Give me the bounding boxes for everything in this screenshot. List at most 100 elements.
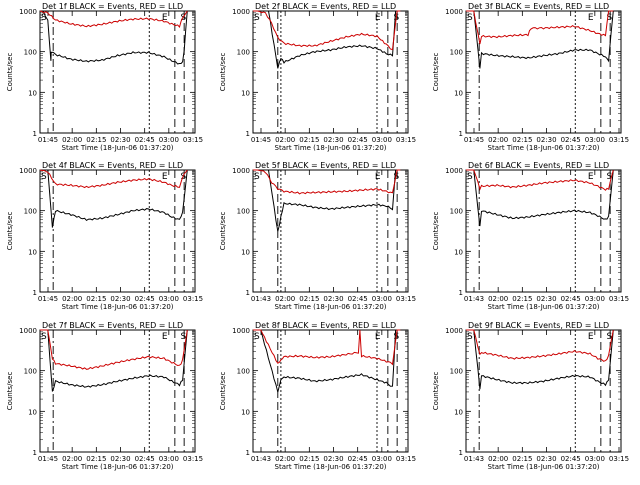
y-tick-label: 100 <box>24 49 37 57</box>
x-tick-label: 03:00 <box>585 136 605 144</box>
x-tick-label: 02:15 <box>512 455 532 463</box>
y-tick-label: 1 <box>33 130 37 138</box>
x-tick-label: 02:45 <box>135 295 155 303</box>
y-tick-label: 1 <box>246 130 250 138</box>
y-tick-label: 1 <box>459 289 463 297</box>
chart-panel-3: Det 3f BLACK = Events, RED = LLD 1 10 100 10… <box>432 2 629 152</box>
x-tick-label: 02:45 <box>561 136 581 144</box>
x-tick-label: 02:15 <box>86 136 106 144</box>
x-tick-label: 01:45 <box>251 136 271 144</box>
x-tick-label: 02:45 <box>348 455 368 463</box>
plot-frame <box>39 10 196 134</box>
y-tick-label: 1 <box>246 289 250 297</box>
y-tick-label: 1000 <box>445 167 463 175</box>
series-lld-line <box>466 169 614 191</box>
x-tick-label: 03:00 <box>585 455 605 463</box>
x-tick-label: 03:00 <box>159 136 179 144</box>
interval-marker-label: E <box>375 332 381 342</box>
y-tick-label: 10 <box>28 248 37 256</box>
y-axis-label: Counts/sec <box>6 53 14 92</box>
y-axis-label: Counts/sec <box>219 53 227 92</box>
x-tick-label: 02:30 <box>323 295 343 303</box>
chart-title: Det 5f BLACK = Events, RED = LLD <box>255 161 396 170</box>
x-tick-label: 03:15 <box>396 295 416 303</box>
y-tick-label: 10 <box>454 248 463 256</box>
series-events-line <box>40 10 188 65</box>
x-axis-label: Start Time (18-Jun-06 01:37:20) <box>488 463 600 471</box>
interval-marker-label: S <box>181 332 187 342</box>
plot-frame <box>465 329 622 453</box>
x-tick-label: 02:00 <box>62 455 82 463</box>
y-tick-label: 10 <box>241 248 250 256</box>
x-tick-label: 01:45 <box>38 295 58 303</box>
interval-marker-label: E <box>162 332 168 342</box>
x-tick-label: 03:15 <box>183 136 203 144</box>
x-axis-label: Start Time (18-Jun-06 01:37:20) <box>488 144 600 152</box>
chart-title: Det 7f BLACK = Events, RED = LLD <box>42 321 183 330</box>
y-tick-label: 1000 <box>232 327 250 335</box>
series-events-line <box>466 10 614 69</box>
y-axis-label: Counts/sec <box>432 53 440 92</box>
y-tick-label: 1000 <box>445 327 463 335</box>
y-tick-label: 1 <box>246 449 250 457</box>
series-events-line <box>253 169 401 232</box>
interval-marker-label: E <box>375 13 381 23</box>
y-tick-label: 1 <box>459 130 463 138</box>
x-tick-label: 03:00 <box>372 136 392 144</box>
chart-panel-2: Det 2f BLACK = Events, RED = LLD 1 10 100 10… <box>219 2 416 152</box>
plot-frame <box>252 10 409 134</box>
interval-marker-label: S <box>607 172 613 182</box>
x-tick-label: 02:30 <box>536 136 556 144</box>
x-tick-label: 02:00 <box>488 136 508 144</box>
series-lld-line <box>253 329 401 366</box>
interval-marker-label: S <box>41 172 47 182</box>
x-tick-label: 03:15 <box>609 136 629 144</box>
plot-frame <box>465 10 622 134</box>
interval-marker-label: S <box>467 332 473 342</box>
series-lld-line <box>466 10 614 45</box>
chart-panel-9: Det 9f BLACK = Events, RED = LLD 1 10 100 10… <box>432 321 629 471</box>
x-tick-label: 03:00 <box>585 295 605 303</box>
y-tick-label: 1000 <box>19 327 37 335</box>
y-tick-label: 1000 <box>19 167 37 175</box>
interval-marker-label: S <box>41 332 47 342</box>
chart-panel-8: Det 8f BLACK = Events, RED = LLD 1 10 100 10… <box>219 321 416 471</box>
y-axis-label: Counts/sec <box>432 212 440 251</box>
x-axis-label: Start Time (18-Jun-06 01:37:20) <box>488 303 600 311</box>
x-tick-label: 02:30 <box>110 295 130 303</box>
y-tick-label: 1000 <box>232 8 250 16</box>
x-tick-label: 02:00 <box>488 295 508 303</box>
y-tick-label: 100 <box>237 49 250 57</box>
x-tick-label: 02:00 <box>488 455 508 463</box>
x-tick-label: 02:00 <box>275 136 295 144</box>
y-tick-label: 1000 <box>19 8 37 16</box>
x-tick-label: 03:15 <box>183 295 203 303</box>
plot-frame <box>39 169 196 293</box>
y-tick-label: 10 <box>454 408 463 416</box>
x-tick-label: 01:43 <box>464 455 484 463</box>
chart-panel-1: Det 1f BLACK = Events, RED = LLD 1 10 100 10… <box>6 2 203 152</box>
y-tick-label: 10 <box>241 408 250 416</box>
x-axis-label: Start Time (18-Jun-06 01:37:20) <box>62 144 174 152</box>
interval-marker-label: S <box>467 172 473 182</box>
plot-frame <box>465 169 622 293</box>
series-lld-line <box>253 10 401 51</box>
x-tick-label: 02:45 <box>348 295 368 303</box>
y-axis-label: Counts/sec <box>432 372 440 411</box>
interval-marker-label: E <box>162 172 168 182</box>
y-tick-label: 1000 <box>232 167 250 175</box>
x-tick-label: 02:30 <box>110 136 130 144</box>
x-tick-label: 02:15 <box>299 295 319 303</box>
x-tick-label: 02:30 <box>323 136 343 144</box>
x-axis-label: Start Time (18-Jun-06 01:37:20) <box>62 303 174 311</box>
y-tick-label: 100 <box>237 368 250 376</box>
y-tick-label: 1 <box>33 289 37 297</box>
x-tick-label: 02:00 <box>275 455 295 463</box>
series-events-line <box>466 169 614 227</box>
y-tick-label: 1000 <box>445 8 463 16</box>
x-axis-label: Start Time (18-Jun-06 01:37:20) <box>62 463 174 471</box>
interval-marker-label: S <box>181 172 187 182</box>
chart-title: Det 9f BLACK = Events, RED = LLD <box>468 321 609 330</box>
chart-panel-5: Det 5f BLACK = Events, RED = LLD 1 10 100 10… <box>219 161 416 311</box>
